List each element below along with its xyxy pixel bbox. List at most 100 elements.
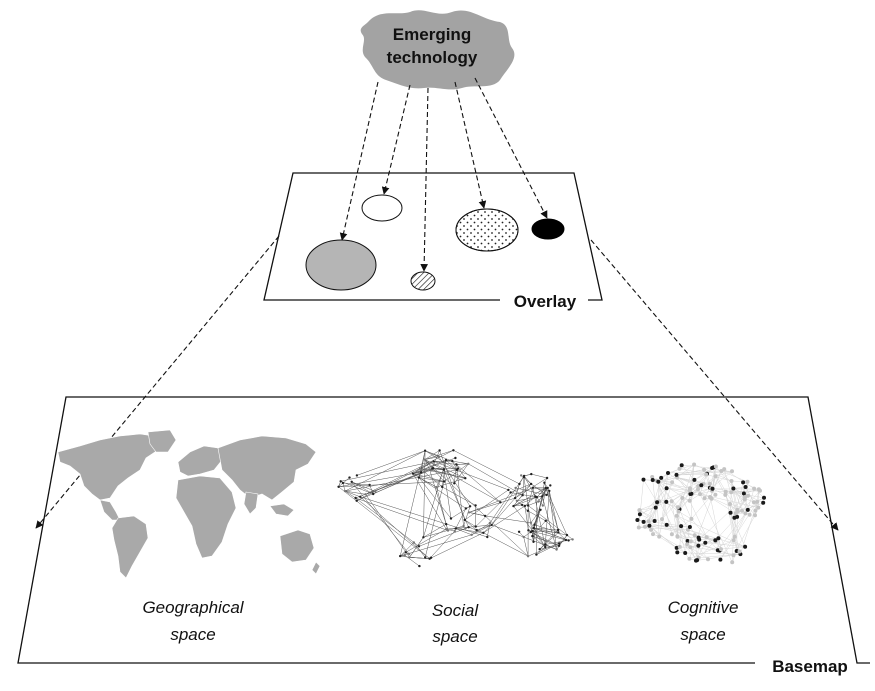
network-node: [689, 516, 694, 521]
network-node: [348, 476, 351, 479]
network-edge: [676, 464, 695, 478]
network-node: [445, 522, 448, 526]
network-edge: [464, 489, 509, 521]
network-node: [753, 513, 757, 518]
space-label-social-line2: space: [432, 627, 477, 646]
network-node: [643, 524, 647, 529]
network-edge: [441, 460, 447, 487]
network-edge: [667, 472, 691, 489]
network-edge: [654, 477, 662, 522]
network-edge: [423, 450, 426, 538]
network-node: [664, 486, 669, 491]
network-edge: [483, 505, 526, 534]
network-node: [544, 519, 547, 522]
network-node: [355, 474, 359, 477]
network-node: [713, 492, 718, 497]
basemap-outline: [17, 396, 870, 664]
network-edge: [342, 482, 370, 486]
network-edge: [527, 510, 546, 522]
network-node: [417, 476, 421, 479]
network-edge: [699, 493, 733, 563]
network-node: [728, 502, 732, 506]
network-edge: [690, 547, 720, 551]
network-edge: [658, 481, 679, 508]
network-node: [444, 458, 448, 462]
network-edge: [677, 474, 707, 508]
network-node: [355, 499, 358, 502]
dotted-circle-fill: [455, 208, 519, 252]
space-label-social-line1: Social: [432, 601, 480, 620]
network-edge: [423, 523, 447, 538]
network-node: [703, 540, 708, 545]
network-edge: [400, 555, 410, 558]
network-node: [454, 456, 457, 460]
network-node: [687, 525, 692, 529]
network-node: [704, 535, 709, 540]
network-node: [718, 557, 723, 562]
network-node: [337, 485, 340, 488]
network-edge: [731, 492, 755, 503]
network-edge: [549, 490, 559, 531]
network-node: [341, 481, 345, 485]
network-node: [526, 555, 530, 558]
network-node: [474, 525, 477, 528]
network-node: [647, 523, 652, 528]
network-node: [432, 460, 435, 463]
network-node: [517, 530, 521, 533]
network-edge: [691, 518, 718, 551]
network-edge: [639, 514, 655, 522]
new-zealand: [311, 561, 321, 575]
network-node: [719, 547, 723, 552]
network-edge: [711, 490, 732, 493]
network-node: [653, 505, 658, 510]
network-node: [702, 496, 707, 501]
network-node: [651, 532, 655, 537]
network-edge: [667, 470, 722, 474]
overlay-label: Overlay: [514, 292, 577, 311]
network-edge: [468, 487, 533, 513]
network-edge: [431, 450, 440, 471]
network-node: [549, 484, 552, 487]
network-node: [688, 492, 693, 496]
network-edge: [649, 525, 716, 541]
network-node: [556, 528, 560, 532]
large-gray-circle: [305, 239, 377, 291]
network-node: [762, 495, 766, 500]
network-edge: [679, 490, 690, 510]
network-node: [741, 480, 746, 485]
arrow-to-white-circle: [381, 84, 411, 195]
network-node: [453, 529, 456, 533]
network-node: [474, 504, 477, 507]
network-edge: [709, 496, 738, 510]
network-edge: [464, 519, 476, 527]
network-edge: [433, 461, 509, 491]
network-node: [464, 527, 467, 530]
network-edge: [720, 540, 734, 560]
arrow-to-hatched-circle: [420, 87, 429, 272]
network-edge: [345, 490, 361, 498]
network-node: [670, 480, 675, 485]
network-edge: [463, 506, 471, 527]
emerging-technology-cloud: Emerging technology: [360, 10, 515, 90]
network-edge: [648, 477, 662, 522]
arrow-to-dotted-circle: [454, 81, 487, 209]
network-node: [679, 524, 684, 529]
network-node: [522, 535, 525, 539]
network-edge: [661, 472, 669, 520]
network-edge: [400, 542, 414, 557]
network-edge: [671, 482, 691, 495]
network-node: [423, 458, 426, 461]
space-label-cognitive-line2: space: [680, 625, 725, 644]
network-edge: [699, 496, 746, 540]
network-node: [535, 553, 538, 556]
arrow-right-projection: [590, 239, 839, 531]
network-node: [731, 538, 736, 543]
network-node: [532, 526, 535, 530]
cognitive-network: [635, 462, 766, 565]
network-node: [637, 512, 642, 517]
network-node: [372, 492, 375, 496]
network-node: [699, 483, 704, 488]
network-node: [567, 539, 570, 542]
network-node: [522, 474, 526, 478]
network-node: [513, 496, 517, 500]
